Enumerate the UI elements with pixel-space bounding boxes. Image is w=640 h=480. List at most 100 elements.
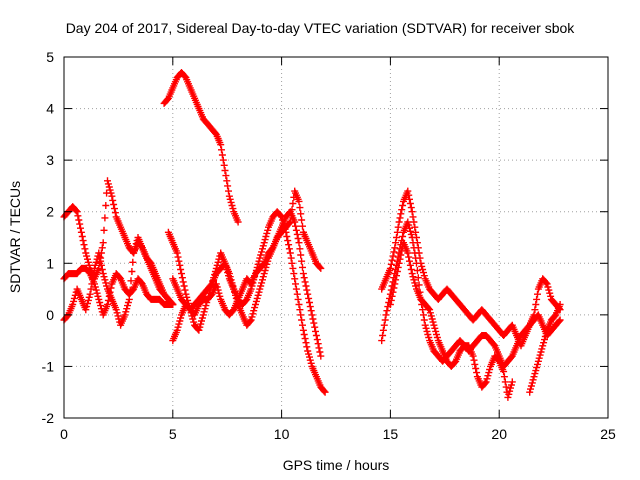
data-point [420,311,427,319]
data-point [250,307,258,315]
data-point [214,258,222,266]
data-point [247,316,255,324]
data-point [405,221,413,229]
data-point [307,307,315,315]
data-point [175,257,183,265]
data-point [538,345,546,353]
data-point [300,274,308,282]
data-point [406,227,414,235]
data-point [197,320,205,328]
data-point [314,340,322,348]
data-point [226,273,234,281]
data-point [309,315,317,323]
data-point [431,324,439,332]
data-point [295,239,303,247]
data-point [220,161,228,169]
series-trace-i [378,187,564,350]
y-axis-label: SDTVAR / TECUs [7,181,23,293]
data-point [430,321,438,329]
data-point [408,208,416,216]
y-tick-label: 2 [46,204,54,220]
data-point [315,344,323,352]
data-point [287,254,295,262]
data-point [113,309,121,317]
data-point [83,303,91,311]
data-point [415,281,423,289]
data-point [228,202,236,209]
data-point [391,244,399,252]
data-point [284,237,292,245]
x-tick-label: 5 [169,426,177,442]
data-point [110,201,118,208]
data-point [104,177,111,185]
data-point [398,206,406,214]
data-point [297,210,305,218]
data-point [259,273,267,281]
data-point [310,319,318,327]
data-point [104,180,112,188]
data-point [83,252,91,260]
data-point [545,286,553,294]
data-point [404,218,412,226]
data-point [306,299,313,306]
data-point [127,277,135,285]
data-point [408,270,416,278]
data-point [399,233,407,240]
data-point [175,320,183,328]
data-point [286,249,294,257]
data-point [97,257,105,265]
y-tick-label: -1 [42,358,55,374]
data-point [100,226,108,234]
axes [63,56,609,419]
data-point [484,372,492,380]
data-point [99,270,107,278]
data-point [219,156,227,164]
x-tick-label: 15 [383,426,399,442]
data-point [102,202,110,209]
data-point [111,209,119,217]
data-point [92,258,100,266]
data-point [80,241,88,249]
data-point [298,257,306,265]
data-point [412,282,420,290]
data-point [231,288,239,296]
data-point [535,354,543,362]
data-point [289,200,297,207]
data-point [285,245,293,253]
data-point [388,256,396,264]
data-point [292,226,300,234]
data-point [404,187,412,195]
data-point [470,356,478,364]
data-point [82,306,90,314]
data-point [407,230,415,238]
data-point [299,321,306,329]
y-tick-label: -2 [42,410,55,426]
data-point [409,213,417,221]
data-point [542,329,550,337]
data-point [292,280,299,288]
data-point [261,267,269,274]
data-points [60,69,564,401]
data-point [122,308,130,316]
data-point [293,230,301,238]
data-point [74,212,82,220]
data-point [102,279,110,287]
data-point [410,244,418,252]
data-point [258,248,266,256]
data-point [176,261,184,269]
data-point [527,385,534,393]
series-trace-c [60,234,177,329]
data-point [131,243,139,251]
data-point [190,318,198,326]
data-point [101,214,109,222]
data-point [182,290,190,298]
data-point [262,233,270,240]
data-point [295,197,303,205]
data-point [546,289,554,297]
data-point [501,378,509,386]
data-point [396,255,404,263]
data-point [405,253,413,261]
data-point [404,249,412,257]
data-point [542,279,550,287]
data-point [302,282,310,290]
